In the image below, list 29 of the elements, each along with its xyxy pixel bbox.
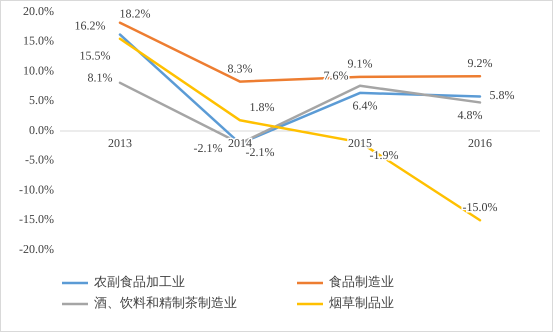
data-label: 8.1%: [88, 70, 112, 85]
x-tick-label: 2014: [228, 136, 252, 150]
x-tick-label: 2013: [108, 136, 132, 150]
data-label: -2.1%: [194, 141, 222, 156]
data-label: 5.8%: [490, 88, 514, 102]
y-tick-label: 0.0%: [29, 122, 54, 137]
y-tick-label: -15.0%: [19, 212, 54, 226]
data-label: 18.2%: [120, 6, 150, 20]
data-label: 6.4%: [352, 98, 378, 113]
x-tick-label: 2016: [468, 136, 492, 150]
legend-label: 食品制造业: [329, 274, 394, 289]
y-tick-label: -10.0%: [19, 182, 54, 196]
y-tick-label: -5.0%: [25, 152, 54, 166]
y-tick-label: 10.0%: [23, 63, 54, 78]
legend-label: 农副食品加工业: [94, 274, 185, 289]
data-label: 15.5%: [80, 48, 110, 63]
data-label: 16.2%: [74, 18, 106, 32]
legend-label: 酒、饮料和精制茶制造业: [94, 294, 237, 310]
data-label: -15.0%: [462, 200, 498, 214]
y-tick-label: 20.0%: [23, 4, 54, 18]
data-label: 9.1%: [348, 56, 372, 71]
y-tick-label: 15.0%: [23, 34, 54, 48]
data-label: 9.2%: [468, 56, 492, 70]
data-label: 1.8%: [250, 100, 274, 114]
data-label: 8.3%: [228, 61, 252, 76]
y-tick-label: 5.0%: [29, 93, 54, 107]
data-label: 4.8%: [458, 108, 482, 122]
y-tick-label: -20.0%: [19, 242, 54, 256]
legend-label: 烟草制品业: [329, 294, 394, 310]
